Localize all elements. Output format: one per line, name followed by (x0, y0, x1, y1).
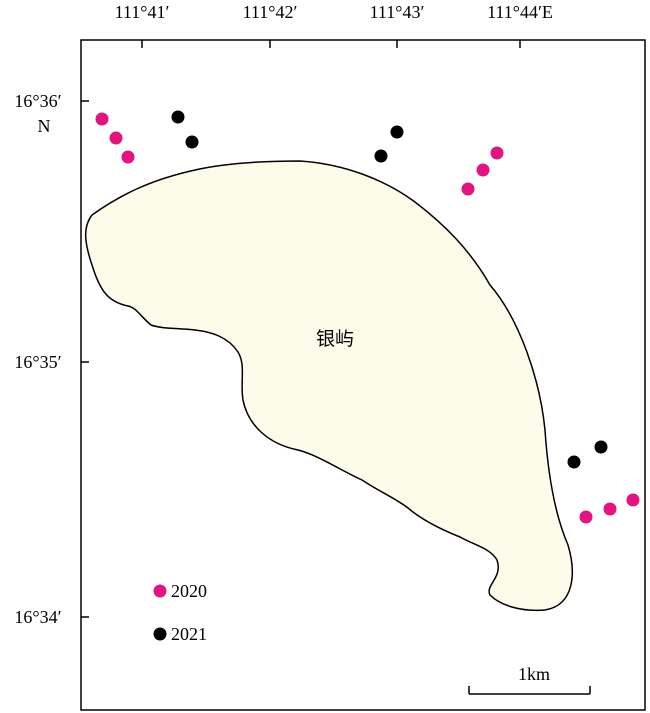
scale-bar-label: 1km (518, 664, 550, 684)
site-2020-marker (579, 510, 593, 524)
longitude-label-1: 111°41′ (115, 2, 170, 22)
latitude-label-2: 16°35′ (14, 352, 61, 372)
longitude-label-4: 111°44′E (487, 2, 553, 22)
latitude-label-3: 16°34′ (14, 607, 61, 627)
longitude-ticks (141, 40, 521, 48)
site-2021-marker (185, 135, 199, 149)
island-name-label: 银屿 (316, 328, 354, 350)
site-2020-marker (121, 150, 135, 164)
sites-2021 (171, 110, 608, 469)
map-frame (80, 39, 646, 711)
site-2020-marker (95, 112, 109, 126)
north-label: N (38, 116, 51, 136)
longitude-label-2: 111°42′ (243, 2, 298, 22)
site-2021-marker (594, 440, 608, 454)
scale-bar (468, 686, 591, 695)
latitude-label-1: 16°36′ (14, 91, 61, 111)
island-shape (85, 160, 573, 612)
site-2020-marker (490, 146, 504, 160)
site-2021-marker (567, 455, 581, 469)
legend-2020-marker (153, 584, 167, 598)
site-2020-marker (626, 493, 640, 507)
site-2021-marker (374, 149, 388, 163)
site-2021-marker (390, 125, 404, 139)
legend: 2020 2021 (153, 581, 207, 644)
site-2020-marker (461, 182, 475, 196)
site-2020-marker (603, 502, 617, 516)
legend-2020-label: 2020 (171, 581, 207, 601)
site-2020-marker (476, 163, 490, 177)
longitude-label-3: 111°43′ (370, 2, 425, 22)
site-2020-marker (109, 131, 123, 145)
legend-2021-label: 2021 (171, 624, 207, 644)
sites-2020 (95, 112, 640, 524)
legend-2021-marker (153, 627, 167, 641)
site-2021-marker (171, 110, 185, 124)
latitude-ticks (81, 100, 89, 618)
